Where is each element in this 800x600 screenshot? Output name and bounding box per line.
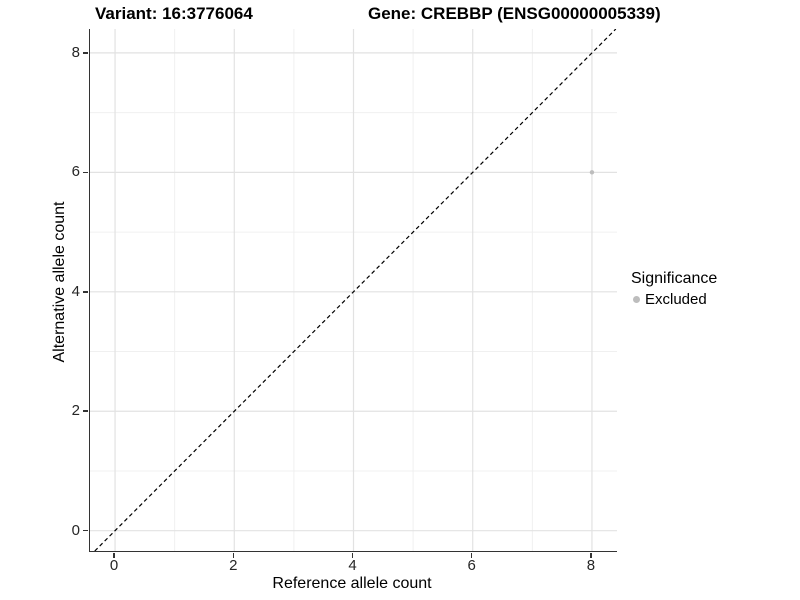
x-tick-label: 2 — [229, 557, 238, 574]
x-tick-mark — [113, 552, 115, 558]
x-tick-mark — [351, 552, 354, 558]
y-tick-label: 2 — [71, 402, 80, 420]
legend-title: Significance — [631, 270, 718, 287]
x-tick-label: 8 — [586, 557, 596, 574]
legend-point-icon — [633, 296, 640, 303]
y-tick-mark — [82, 529, 88, 532]
identity-dashed-line — [94, 29, 617, 551]
x-tick-label: 0 — [109, 557, 119, 574]
x-tick-mark — [470, 552, 473, 558]
x-axis-title: Reference allele count — [272, 575, 432, 592]
y-tick-mark — [82, 410, 88, 412]
plot-panel — [89, 29, 617, 552]
x-tick-mark — [590, 552, 592, 558]
legend: Significance Excluded — [631, 270, 717, 308]
y-tick-label: 6 — [71, 163, 80, 181]
legend-entry-label: Excluded — [645, 291, 707, 308]
x-tick-label: 4 — [348, 557, 357, 574]
x-tick-mark — [232, 552, 235, 558]
y-tick-label: 8 — [71, 43, 80, 61]
y-tick-mark — [82, 291, 88, 293]
plot-title-gene: Gene: CREBBP (ENSG00000005339) — [368, 4, 661, 23]
x-tick-label: 6 — [467, 557, 476, 574]
y-tick-mark — [82, 171, 88, 174]
legend-entry-excluded: Excluded — [631, 291, 717, 308]
y-tick-mark — [82, 52, 88, 54]
y-tick-label: 0 — [71, 521, 80, 539]
plot-title-variant: Variant: 16:3776064 — [95, 4, 253, 23]
data-point — [589, 170, 595, 175]
y-tick-label: 4 — [71, 282, 80, 300]
chart-canvas — [90, 29, 617, 551]
